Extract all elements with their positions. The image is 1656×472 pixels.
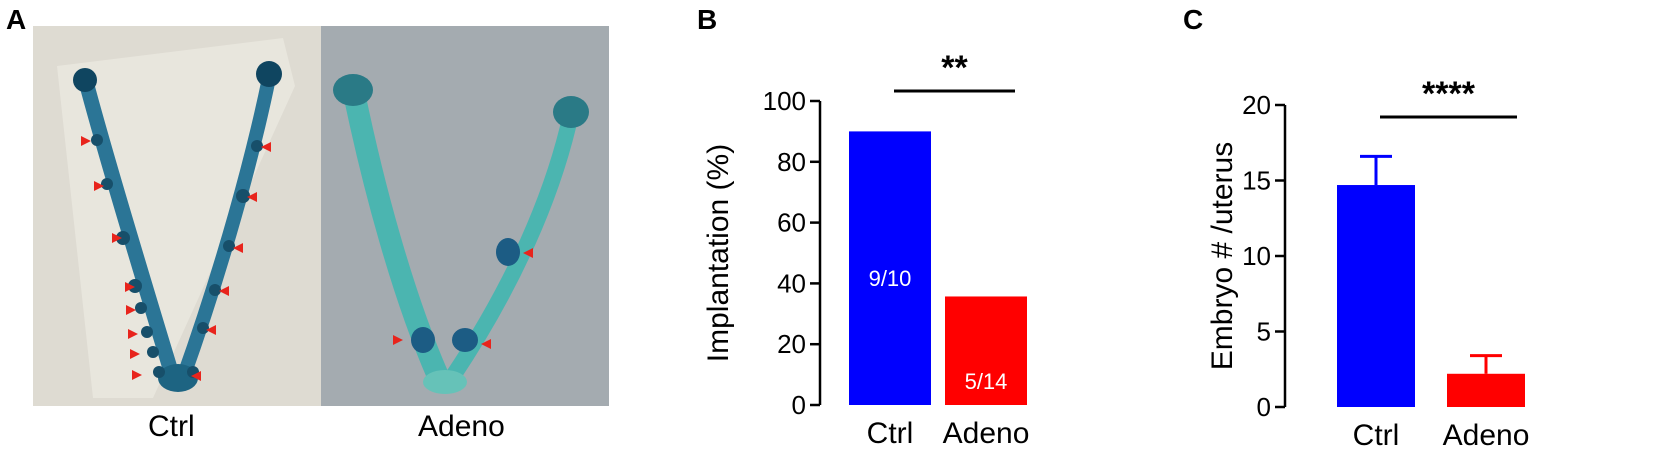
panel-letter-c: C [1183,4,1204,35]
implantation-y-tick-label: 100 [763,86,806,116]
implantation-y-tick-label: 20 [777,329,806,359]
panel-letter-b: B [697,4,718,35]
implantation-bar-ctrl [849,131,931,405]
panel-letter-a: A [6,4,27,35]
embryo-y-tick-label: 15 [1242,166,1271,196]
implantation-x-tick-label: Ctrl [867,417,914,450]
adeno-uterus-photo [321,26,609,406]
embryo-x-tick-label: Adeno [1443,419,1530,452]
embryo-bar-ctrl [1337,185,1415,407]
embryo-x-tick-label: Ctrl [1353,419,1400,452]
implantation-y-tick-label: 0 [792,390,806,420]
uterus-photo-panel [33,26,609,406]
implantation-bar-adeno [945,296,1027,405]
implantation-bar-label: 9/10 [869,266,912,291]
implantation-y-tick-label: 80 [777,147,806,177]
implantation-y-tick-label: 60 [777,208,806,238]
implantation-significance-stars: ** [941,49,968,87]
embryo-y-tick-label: 20 [1242,90,1271,120]
adeno-photo-label: Adeno [418,410,505,443]
implantation-chart: 0 20 40 60 80 100 Implantation (%) 9/10 Ctrl 5/14… [702,49,1030,450]
implantation-x-tick-label: Adeno [943,417,1030,450]
embryo-y-axis-label: Embryo # /uterus [1206,142,1239,370]
ctrl-photo-label: Ctrl [148,410,195,443]
embryo-y-tick-label: 5 [1257,317,1271,347]
implantation-y-axis-label: Implantation (%) [702,144,735,362]
embryo-y-tick-label: 10 [1242,241,1271,271]
embryo-y-tick-label: 0 [1257,392,1271,422]
embryo-bar-adeno [1447,373,1525,407]
implantation-bar-label: 5/14 [965,369,1008,394]
ctrl-uterus-photo [33,26,321,406]
implantation-y-tick-label: 40 [777,268,806,298]
embryo-significance-stars: **** [1422,75,1476,113]
